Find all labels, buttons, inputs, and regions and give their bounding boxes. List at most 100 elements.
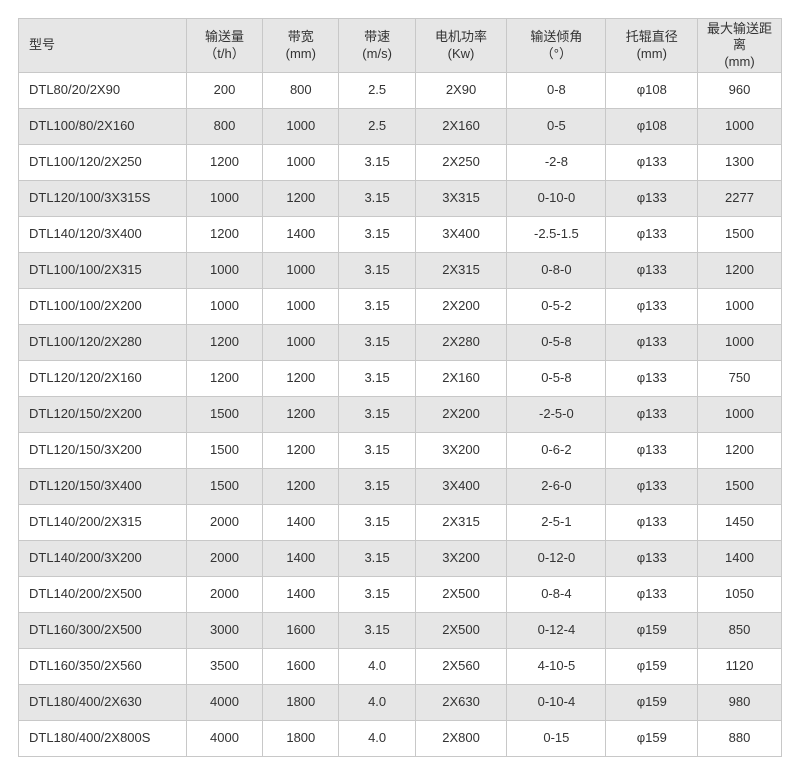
cell: 2000 — [186, 505, 262, 541]
table-row: DTL180/400/2X630400018004.02X6300-10-4φ1… — [19, 685, 782, 721]
cell: 2000 — [186, 577, 262, 613]
col-header-3: 带速(m/s) — [339, 19, 415, 73]
cell: 4.0 — [339, 649, 415, 685]
cell: φ159 — [606, 685, 698, 721]
cell: 1120 — [698, 649, 782, 685]
cell: 3X315 — [415, 181, 507, 217]
cell: 2X200 — [415, 289, 507, 325]
cell: 1000 — [698, 397, 782, 433]
cell: φ159 — [606, 613, 698, 649]
cell: DTL160/350/2X560 — [19, 649, 187, 685]
col-header-1: 输送量（t/h） — [186, 19, 262, 73]
cell: 3.15 — [339, 541, 415, 577]
cell: 1400 — [263, 577, 339, 613]
cell: φ133 — [606, 145, 698, 181]
cell: 1400 — [698, 541, 782, 577]
cell: DTL140/200/2X315 — [19, 505, 187, 541]
cell: 3.15 — [339, 325, 415, 361]
cell: 4-10-5 — [507, 649, 606, 685]
cell: DTL100/120/2X250 — [19, 145, 187, 181]
cell: 800 — [263, 73, 339, 109]
cell: DTL100/100/2X200 — [19, 289, 187, 325]
cell: 2X160 — [415, 109, 507, 145]
cell: 3.15 — [339, 613, 415, 649]
cell: 2-5-1 — [507, 505, 606, 541]
cell: DTL160/300/2X500 — [19, 613, 187, 649]
cell: 750 — [698, 361, 782, 397]
cell: 1000 — [186, 289, 262, 325]
cell: DTL120/150/3X200 — [19, 433, 187, 469]
cell: 1200 — [698, 433, 782, 469]
cell: φ133 — [606, 397, 698, 433]
table-row: DTL140/120/3X400120014003.153X400-2.5-1.… — [19, 217, 782, 253]
cell: 200 — [186, 73, 262, 109]
cell: 3.15 — [339, 577, 415, 613]
cell: φ108 — [606, 109, 698, 145]
cell: -2-8 — [507, 145, 606, 181]
col-header-6: 托辊直径(mm) — [606, 19, 698, 73]
table-row: DTL180/400/2X800S400018004.02X8000-15φ15… — [19, 721, 782, 757]
col-header-4: 电机功率(Kw) — [415, 19, 507, 73]
cell: 3X200 — [415, 433, 507, 469]
cell: -2-5-0 — [507, 397, 606, 433]
cell: 1200 — [698, 253, 782, 289]
cell: 0-8-0 — [507, 253, 606, 289]
cell: 850 — [698, 613, 782, 649]
cell: 980 — [698, 685, 782, 721]
table-row: DTL120/150/3X400150012003.153X4002-6-0φ1… — [19, 469, 782, 505]
cell: 1500 — [186, 469, 262, 505]
table-head: 型号输送量（t/h）带宽(mm)带速(m/s)电机功率(Kw)输送倾角（°）托辊… — [19, 19, 782, 73]
cell: 4000 — [186, 721, 262, 757]
table-row: DTL120/100/3X315S100012003.153X3150-10-0… — [19, 181, 782, 217]
cell: 1000 — [186, 181, 262, 217]
cell: 2X280 — [415, 325, 507, 361]
cell: 1200 — [263, 433, 339, 469]
cell: 2X630 — [415, 685, 507, 721]
cell: 3X400 — [415, 469, 507, 505]
table-row: DTL100/80/2X16080010002.52X1600-5φ108100… — [19, 109, 782, 145]
cell: 1500 — [186, 433, 262, 469]
cell: φ133 — [606, 541, 698, 577]
cell: 2-6-0 — [507, 469, 606, 505]
cell: 0-5-8 — [507, 361, 606, 397]
table-row: DTL100/100/2X315100010003.152X3150-8-0φ1… — [19, 253, 782, 289]
cell: 1000 — [263, 109, 339, 145]
cell: 0-5-8 — [507, 325, 606, 361]
cell: 3.15 — [339, 181, 415, 217]
cell: 880 — [698, 721, 782, 757]
cell: 0-5 — [507, 109, 606, 145]
cell: 1000 — [263, 145, 339, 181]
cell: 4.0 — [339, 721, 415, 757]
cell: 1000 — [263, 325, 339, 361]
cell: 1200 — [186, 361, 262, 397]
cell: φ133 — [606, 505, 698, 541]
cell: φ133 — [606, 433, 698, 469]
cell: 1300 — [698, 145, 782, 181]
cell: 800 — [186, 109, 262, 145]
cell: 3.15 — [339, 289, 415, 325]
cell: 0-10-0 — [507, 181, 606, 217]
cell: DTL100/120/2X280 — [19, 325, 187, 361]
cell: 0-12-0 — [507, 541, 606, 577]
cell: 3.15 — [339, 469, 415, 505]
cell: 1000 — [698, 289, 782, 325]
cell: 1500 — [698, 469, 782, 505]
cell: 1200 — [186, 217, 262, 253]
cell: φ133 — [606, 577, 698, 613]
cell: φ133 — [606, 217, 698, 253]
cell: DTL180/400/2X800S — [19, 721, 187, 757]
table-row: DTL160/300/2X500300016003.152X5000-12-4φ… — [19, 613, 782, 649]
cell: 1000 — [263, 289, 339, 325]
cell: 0-5-2 — [507, 289, 606, 325]
cell: 2X560 — [415, 649, 507, 685]
cell: DTL120/120/2X160 — [19, 361, 187, 397]
cell: 1000 — [698, 109, 782, 145]
col-header-0: 型号 — [19, 19, 187, 73]
table-row: DTL100/120/2X280120010003.152X2800-5-8φ1… — [19, 325, 782, 361]
cell: φ133 — [606, 253, 698, 289]
table-row: DTL100/100/2X200100010003.152X2000-5-2φ1… — [19, 289, 782, 325]
cell: 0-8-4 — [507, 577, 606, 613]
cell: 2277 — [698, 181, 782, 217]
cell: 0-10-4 — [507, 685, 606, 721]
cell: φ133 — [606, 325, 698, 361]
